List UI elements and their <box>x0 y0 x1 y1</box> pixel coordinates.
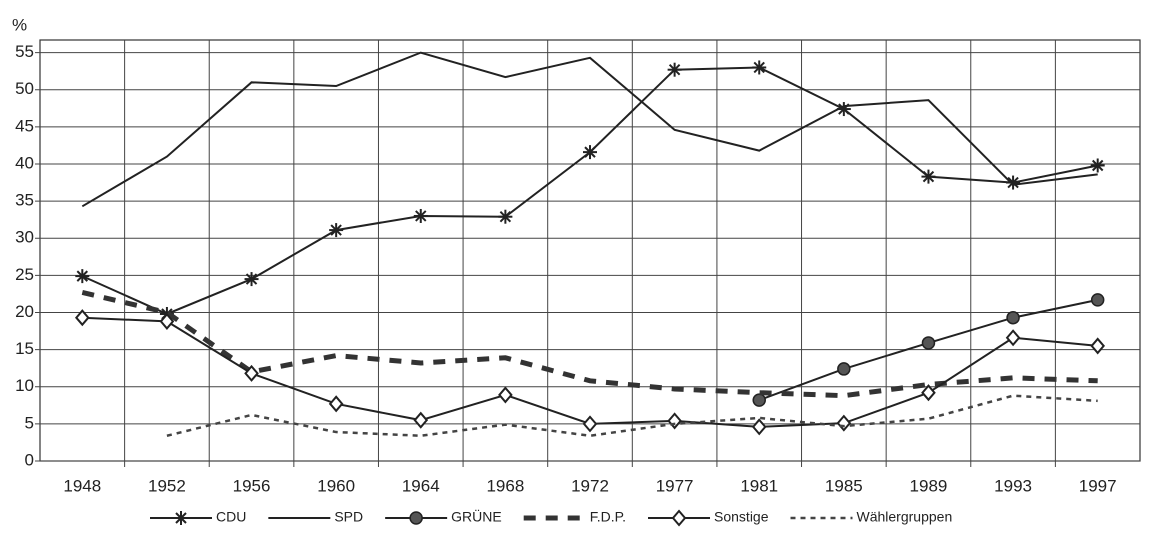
point-marker <box>1090 158 1105 173</box>
marker-stroke <box>922 170 935 183</box>
series-line <box>82 316 1098 428</box>
y-tick-label: 45 <box>15 116 34 135</box>
point-marker <box>752 393 766 407</box>
legend-label: GRÜNE <box>451 508 502 525</box>
y-tick-label: 35 <box>15 191 34 210</box>
point-marker <box>667 62 682 77</box>
point-marker <box>921 384 936 402</box>
legend-label: Wählergruppen <box>857 509 953 525</box>
point-marker <box>498 386 513 404</box>
point-marker <box>837 362 851 376</box>
x-tick-label: 1948 <box>63 476 101 495</box>
point-marker <box>583 145 597 160</box>
point-marker <box>1006 310 1020 325</box>
point-marker <box>667 412 682 430</box>
legend-label: Sonstige <box>714 509 769 525</box>
y-tick-label: 15 <box>15 339 34 358</box>
point-marker <box>159 312 175 330</box>
marker-stroke <box>245 273 258 285</box>
y-tick-label: 55 <box>15 42 34 61</box>
point-marker <box>671 509 687 527</box>
y-tick-label: 40 <box>15 153 34 172</box>
point-marker <box>1005 329 1021 347</box>
y-tick-label: 50 <box>15 79 34 98</box>
y-tick-label: 30 <box>15 228 34 247</box>
x-tick-label: 1964 <box>402 476 440 495</box>
point-marker <box>836 414 852 432</box>
marker-stroke <box>668 63 681 76</box>
point-marker <box>413 411 429 429</box>
marker-stroke <box>1007 176 1019 189</box>
x-tick-label: 1968 <box>486 476 524 495</box>
point-marker <box>413 208 428 223</box>
x-tick-label: 1985 <box>825 476 863 495</box>
point-marker <box>244 272 259 287</box>
point-marker <box>498 209 513 224</box>
legend-label: CDU <box>216 509 246 525</box>
x-tick-label: 1993 <box>994 476 1032 495</box>
marker-stroke <box>499 211 512 223</box>
x-tick-label: 1977 <box>656 476 694 495</box>
x-tick-label: 1956 <box>233 476 271 495</box>
legend-label: F.D.P. <box>590 509 626 525</box>
point-marker <box>1090 337 1106 355</box>
point-marker <box>244 364 259 382</box>
point-marker <box>1006 175 1021 190</box>
y-tick-label: 10 <box>15 376 34 395</box>
legend: CDU SPD GRÜNE F.D.P. Sonstige Wählergruppen <box>150 508 953 527</box>
marker-stroke <box>415 210 427 222</box>
marker-stroke <box>76 270 89 282</box>
point-marker <box>174 511 188 525</box>
marker-stroke <box>330 224 342 236</box>
x-tick-label: 1981 <box>740 476 778 495</box>
y-tick-label: 25 <box>15 265 34 284</box>
y-tick-label: 20 <box>15 302 34 321</box>
point-marker <box>75 269 90 284</box>
point-marker <box>74 309 90 327</box>
point-marker <box>751 418 767 436</box>
point-marker <box>752 60 767 75</box>
marker-stroke <box>1091 159 1104 172</box>
point-marker <box>409 511 423 525</box>
x-tick-label: 1972 <box>571 476 609 495</box>
series-line <box>81 290 1098 399</box>
marker-stroke <box>584 146 596 158</box>
y-axis-label: % <box>12 15 27 34</box>
point-marker <box>328 395 344 413</box>
point-marker <box>329 223 344 238</box>
marker-stroke <box>175 512 187 524</box>
point-marker <box>921 169 936 184</box>
point-marker <box>582 415 598 433</box>
series-line <box>81 51 1098 208</box>
legend-label: SPD <box>334 509 363 525</box>
series-line <box>166 394 1098 438</box>
series-line <box>81 66 1098 316</box>
x-tick-label: 1997 <box>1079 476 1117 495</box>
x-tick-label: 1989 <box>910 476 948 495</box>
point-marker <box>921 336 936 350</box>
x-tick-label: 1952 <box>148 476 186 495</box>
x-tick-label: 1960 <box>317 476 355 495</box>
y-tick-label: 0 <box>25 450 34 469</box>
marker-stroke <box>753 61 765 74</box>
y-tick-label: 5 <box>25 413 34 432</box>
point-marker <box>1090 293 1105 307</box>
plot-frame <box>39 39 1141 462</box>
